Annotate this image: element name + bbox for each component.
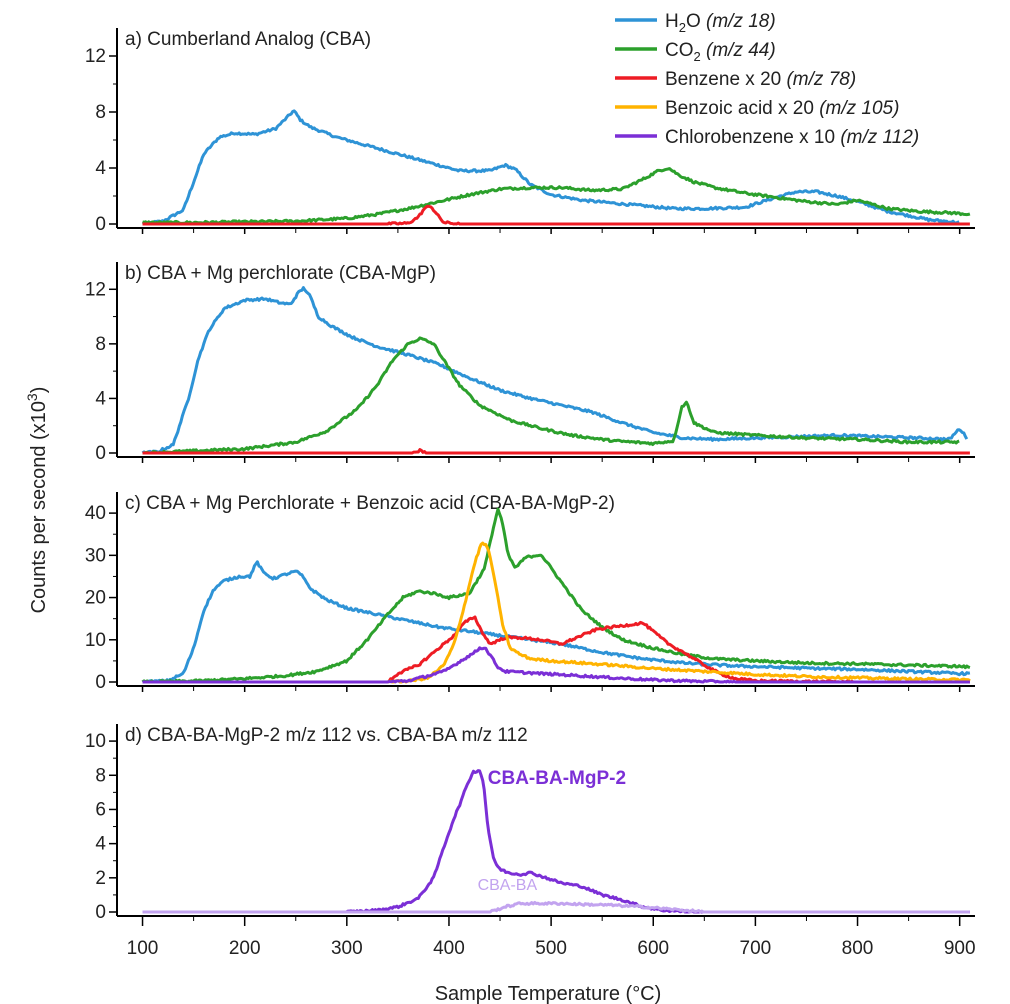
y-tick-label: 4 [95, 388, 106, 409]
y-tick-label: 10 [85, 630, 106, 651]
y-tick-label: 0 [95, 672, 106, 693]
panel-title: c) CBA + Mg Perchlorate + Benzoic acid (… [125, 493, 615, 514]
legend-item-co2: CO2 (m/z 44) [615, 40, 776, 64]
legend-label: Benzoic acid x 20 (m/z 105) [665, 98, 899, 119]
x-tick-label: 200 [229, 938, 261, 959]
series-benzene-line [142, 204, 970, 226]
x-tick-label: 700 [740, 938, 772, 959]
y-tick-label: 8 [95, 334, 106, 355]
y-tick-label: 6 [95, 799, 106, 820]
y-tick-label: 4 [95, 834, 106, 855]
series-chlorobenzene_light-line [142, 900, 970, 914]
panel-title: a) Cumberland Analog (CBA) [125, 29, 371, 50]
legend-item-benzoic: Benzoic acid x 20 (m/z 105) [615, 98, 899, 119]
y-tick-label: 20 [85, 588, 106, 609]
series-co2-line [141, 507, 971, 684]
y-tick-label: 0 [95, 443, 106, 464]
legend-item-benzene: Benzene x 20 (m/z 78) [615, 69, 856, 90]
series-benzoic-line [142, 541, 971, 684]
y-tick-label: 12 [85, 279, 106, 300]
panel-c: 0 10 20 30 40 c) CBA + Mg Perchlorate + Benzo… [85, 492, 975, 693]
x-tick-label: 500 [535, 938, 567, 959]
x-axis-label: Sample Temperature (°C) [435, 983, 662, 1004]
x-tick-label: 100 [127, 938, 159, 959]
chart-panels: 0 4 8 12 a) Cumberland Analog (CBA) 0 4 8 12 b) C… [85, 28, 976, 959]
y-tick-label: 12 [85, 46, 106, 67]
annotation-label: CBA-BA-MgP-2 [488, 768, 626, 789]
x-tick-label: 900 [944, 938, 976, 959]
y-tick-label: 2 [95, 868, 106, 889]
y-tick-label: 8 [95, 765, 106, 786]
x-tick-label: 600 [637, 938, 669, 959]
panel-a: 0 4 8 12 a) Cumberland Analog (CBA) [85, 28, 975, 235]
x-tick-label: 400 [433, 938, 465, 959]
legend-label: Chlorobenzene x 10 (m/z 112) [665, 127, 919, 148]
series-chlorobenzene-line [142, 769, 970, 914]
series-co2-line [142, 167, 971, 226]
y-axis-label: Counts per second (x103) [24, 387, 50, 614]
series-benzene-line [142, 615, 970, 684]
series-benzene-line [142, 448, 970, 455]
panel-title: b) CBA + Mg perchlorate (CBA-MgP) [125, 263, 436, 284]
legend-label: H2O (m/z 18) [665, 11, 776, 35]
series-chlorobenzene-line [142, 646, 970, 684]
x-tick-label: 800 [842, 938, 874, 959]
y-tick-label: 4 [95, 158, 106, 179]
y-tick-label: 0 [95, 214, 106, 235]
y-tick-label: 10 [85, 731, 106, 752]
legend-label: Benzene x 20 (m/z 78) [665, 69, 856, 90]
chart-legend: H2O (m/z 18) CO2 (m/z 44) Benzene x 20 (m/… [615, 11, 919, 148]
x-tick-label: 300 [331, 938, 363, 959]
y-tick-label: 0 [95, 902, 106, 923]
y-tick-label: 8 [95, 102, 106, 123]
annotation-label: CBA-BA [478, 877, 538, 894]
panel-title: d) CBA-BA-MgP-2 m/z 112 vs. CBA-BA m/z 1… [125, 725, 528, 746]
y-tick-label: 40 [85, 503, 106, 524]
legend-item-h2o: H2O (m/z 18) [615, 11, 776, 35]
panel-d: 0 2 4 6 8 10 100 200 300 400 500 600 700 800 900 d) CBA… [85, 724, 976, 959]
series-co2-line [142, 336, 960, 455]
legend-item-chlorobenzene: Chlorobenzene x 10 (m/z 112) [615, 127, 919, 148]
series-h2o-line [141, 109, 960, 226]
panel-b: 0 4 8 12 b) CBA + Mg perchlorate (CBA-MgP) [85, 262, 975, 464]
series-h2o-line [141, 286, 969, 455]
y-tick-label: 30 [85, 545, 106, 566]
legend-label: CO2 (m/z 44) [665, 40, 776, 64]
